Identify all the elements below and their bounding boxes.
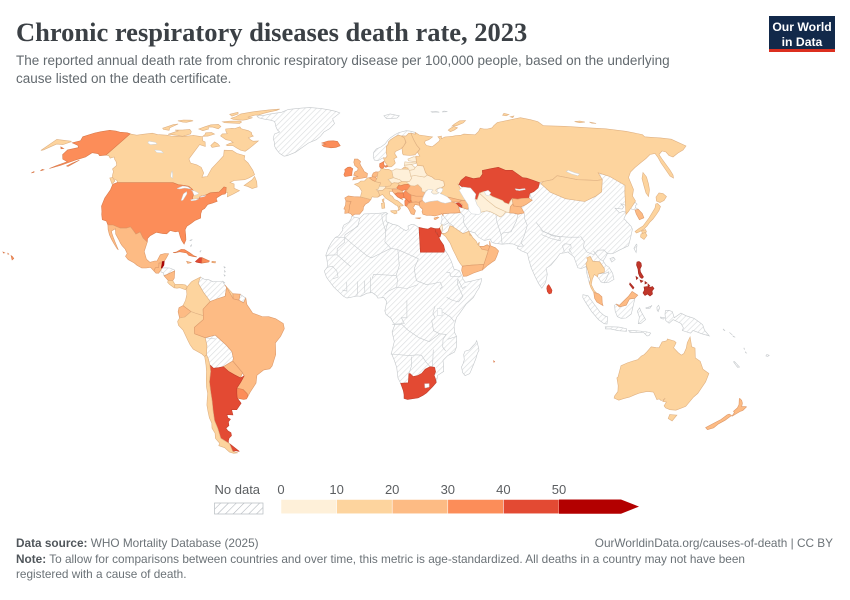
svg-text:10: 10 (329, 482, 343, 497)
svg-text:40: 40 (496, 482, 510, 497)
svg-text:50: 50 (552, 482, 566, 497)
svg-text:30: 30 (441, 482, 455, 497)
svg-text:No data: No data (215, 482, 261, 497)
svg-text:20: 20 (385, 482, 399, 497)
svg-text:0: 0 (277, 482, 284, 497)
